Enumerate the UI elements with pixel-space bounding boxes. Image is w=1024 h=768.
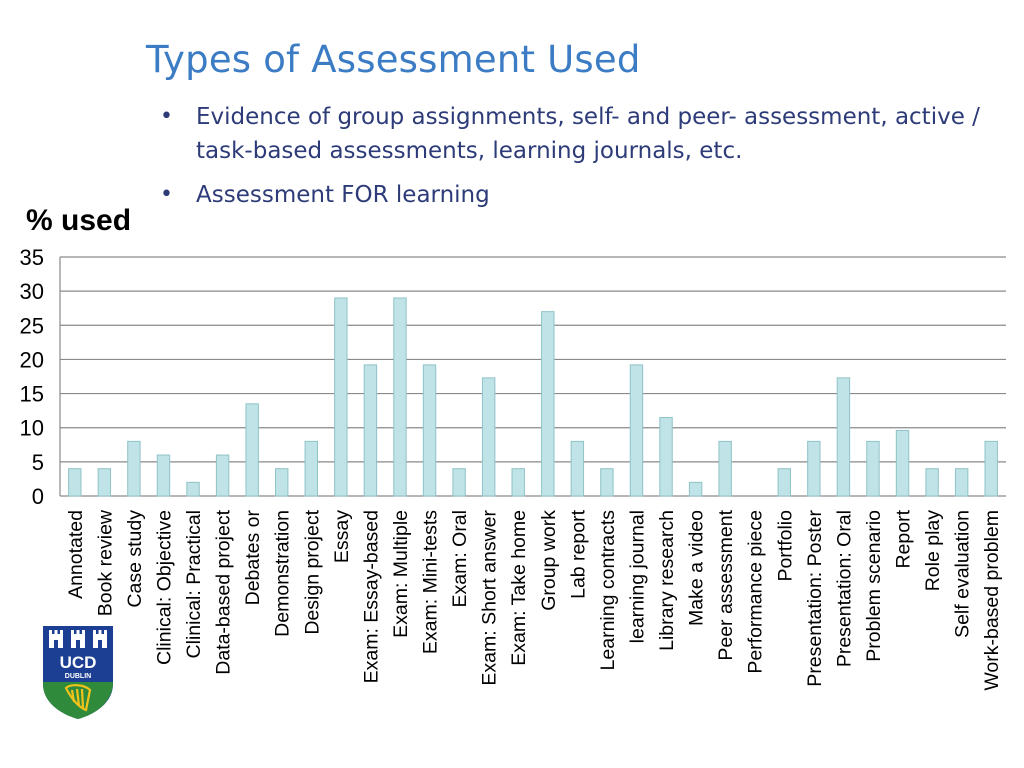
x-tick-label: Annotated [65,510,87,599]
bar [452,468,466,497]
x-tick-label: Case study [124,510,146,608]
bar [570,440,585,497]
bar [659,416,673,497]
x-tick-label: Group work [538,510,560,611]
bar [925,468,939,497]
x-tick-label: Exam: Essay-based [360,510,382,683]
x-tick-label: Exam: Take home [508,510,530,666]
harp-icon [64,684,92,712]
y-tick-label: 20 [20,347,44,372]
x-tick-label: Design project [301,509,323,634]
x-tick-label: Learning contracts [597,510,619,671]
bullet-dot-icon: • [160,104,173,129]
bar [866,440,880,497]
bar [186,481,200,497]
bar [275,468,289,497]
bar [541,311,555,497]
x-tick-label: Exam: Oral [449,510,471,608]
x-tick-label: Portfolio [774,510,796,582]
bar [334,297,348,497]
x-tick-label: Report [893,509,915,568]
bar [629,364,644,497]
x-tick-label: Essay [331,510,353,563]
bar [511,468,525,497]
x-tick-label: Debates or [242,509,264,605]
logo-text-dublin: DUBLIN [65,673,91,680]
x-tick-label: Exam: Mini-tests [420,510,442,654]
y-tick-label: 15 [20,382,44,407]
x-tick-label: Make a video [686,510,708,626]
x-tick-label: Demonstration [272,510,294,637]
bar [97,468,112,497]
x-tick-label: Book review [94,509,116,616]
bar [600,468,614,497]
logo-text-ucd: UCD [60,653,97,672]
bullet-dot-icon: • [160,182,173,207]
x-tick-label: learning journal [626,510,648,643]
y-tick-label: 30 [20,279,44,304]
bar [215,454,230,497]
x-tick-label: Lab report [567,509,589,598]
x-tick-label: Work-based problem [981,510,1003,691]
bullet-item: • Evidence of group assignments, self- a… [160,100,980,168]
bullet-text: Evidence of group assignments, self- and… [196,104,980,164]
x-tick-label: Problem scenario [863,510,885,662]
y-tick-label: 0 [32,484,44,509]
x-tick-label: Clinical: Objective [153,510,175,665]
x-tick-label: Library research [656,510,678,651]
bar [895,429,910,497]
y-tick-label: 25 [20,313,44,338]
bar [984,440,998,497]
bullet-item: • Assessment FOR learning [160,178,980,212]
x-tick-label: Exam: Short answer [479,510,501,686]
bar [156,454,171,497]
slide-title: Types of Assessment Used [146,38,641,81]
bar [836,377,851,497]
bar [807,440,821,497]
bar [127,440,141,497]
chart-y-axis-label: % used [26,204,132,237]
bar [393,297,407,497]
ucd-logo: UCD DUBLIN [43,626,113,719]
x-tick-label: Data-based project [213,509,235,674]
bar [481,377,496,497]
y-tick-label: 10 [20,416,44,441]
x-tick-label: Self evaluation [952,510,974,638]
bar [718,440,732,497]
bullet-text: Assessment FOR learning [196,182,490,208]
x-tick-label: Presentation: Oral [833,510,855,667]
y-tick-label: 5 [32,450,44,475]
bar [68,468,82,497]
bar [688,481,703,497]
x-tick-label: Clinical: Practical [183,510,205,658]
bar [422,364,437,497]
bullet-list: • Evidence of group assignments, self- a… [160,100,980,222]
x-tick-label: Exam: Multiple [390,510,412,638]
bar [304,440,318,497]
bar [363,364,378,497]
x-tick-label: Role play [922,510,944,592]
bar [245,403,259,497]
x-tick-label: Peer assessment [715,509,737,660]
bar [954,468,969,497]
x-tick-label: Performance piece [745,510,767,674]
y-tick-label: 35 [20,245,44,270]
x-tick-label: Presentation: Poster [804,510,826,687]
bar [777,468,791,497]
